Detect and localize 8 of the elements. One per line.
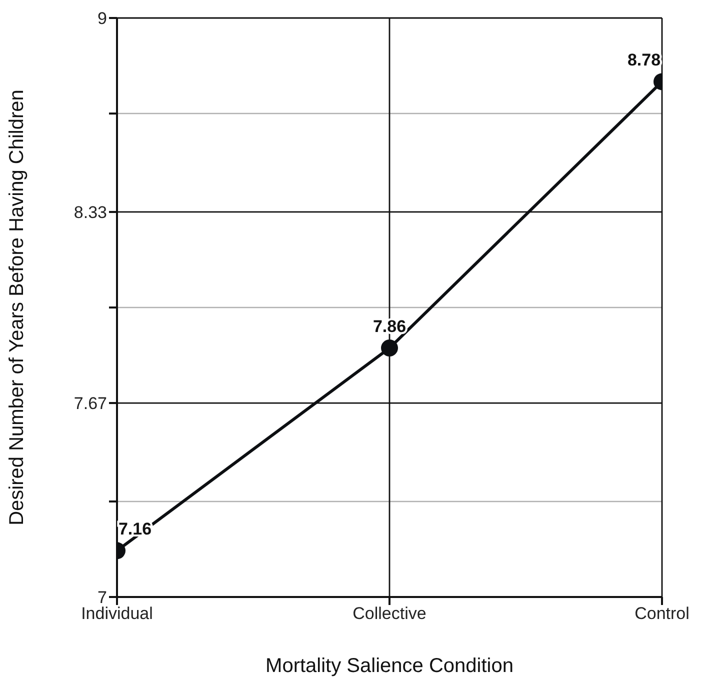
data-label: 8.78: [627, 50, 661, 70]
x-tick-label: Control: [634, 604, 690, 624]
y-tick-label: 8.33: [74, 203, 107, 222]
x-axis-title: Mortality Salience Condition: [266, 655, 514, 677]
x-tick-label: Collective: [352, 604, 426, 624]
y-tick-label: 9: [98, 9, 107, 28]
y-axis-title: Desired Number of Years Before Having Children: [6, 90, 28, 526]
y-tick-label: 7.67: [74, 394, 107, 414]
